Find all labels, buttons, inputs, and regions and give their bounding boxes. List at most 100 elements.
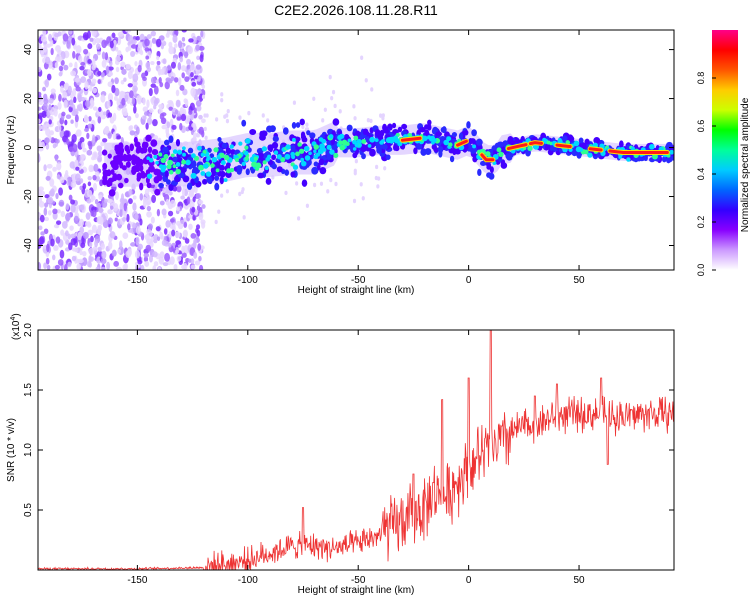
noise-mark [104, 52, 109, 61]
core-mark [313, 144, 320, 150]
ridge-mark [354, 130, 361, 138]
ridge-mark [166, 179, 171, 185]
ridge-mark [142, 146, 148, 154]
noise-mark [83, 55, 88, 65]
noise-mark [112, 131, 117, 140]
noise-mark [86, 132, 90, 140]
noise-mark [162, 58, 167, 65]
noise-mark [101, 51, 106, 60]
core-mark [182, 152, 186, 157]
ridge-mark [162, 146, 169, 154]
noise-mark [153, 85, 159, 95]
faint-mark [217, 209, 221, 214]
faint-mark [238, 115, 242, 120]
noise-mark [96, 202, 101, 209]
spectrogram-marks [38, 30, 674, 270]
core-mark [198, 164, 204, 171]
y-tick-label: 1.0 [23, 443, 34, 457]
core-mark [153, 154, 158, 159]
noise-mark [176, 116, 182, 121]
core-mark [172, 164, 177, 169]
noise-mark [49, 188, 55, 197]
core-mark [210, 163, 215, 168]
noise-mark [162, 188, 166, 194]
noise-mark [80, 76, 87, 83]
ridge-mark [146, 182, 152, 189]
noise-mark [89, 97, 95, 106]
noise-mark [190, 258, 195, 265]
ridge-mark [449, 155, 455, 163]
noise-mark [171, 124, 177, 130]
ridge-mark [269, 125, 276, 133]
core-mark [422, 135, 428, 142]
faint-mark [352, 104, 356, 109]
ridge-mark [290, 144, 296, 152]
faint-mark [331, 89, 336, 95]
core-mark [168, 169, 174, 175]
spectrogram-frame [37, 29, 675, 271]
ridge-mark [561, 135, 568, 143]
faint-mark [364, 78, 368, 83]
noise-mark [74, 247, 79, 253]
ridge-mark [295, 122, 301, 128]
noise-mark [192, 196, 196, 203]
noise-mark [146, 117, 153, 125]
core-mark [304, 155, 311, 161]
noise-mark [176, 206, 181, 212]
noise-mark [181, 72, 185, 79]
noise-mark [193, 132, 197, 140]
ridge-mark [488, 172, 495, 180]
noise-mark [95, 266, 100, 270]
noise-mark [150, 216, 155, 224]
noise-mark [128, 188, 133, 196]
colorbar: 0.0 0.2 0.4 0.6 0.8 Normalized spectral ampl… [696, 30, 750, 276]
noise-mark [115, 55, 121, 62]
noise-mark [79, 226, 85, 235]
noise-mark [173, 263, 178, 270]
noise-mark [88, 255, 92, 264]
noise-mark [53, 108, 58, 117]
noise-mark [96, 145, 103, 152]
noise-mark [172, 34, 178, 43]
core-mark [291, 137, 296, 142]
core-mark [202, 163, 209, 169]
ridge-mark [121, 165, 127, 171]
core-mark [485, 151, 491, 157]
ridge-mark [260, 130, 268, 137]
noise-mark [74, 61, 78, 71]
noise-mark [70, 119, 74, 124]
noise-mark [137, 44, 142, 54]
noise-mark [134, 60, 138, 67]
ridge-mark [362, 128, 369, 136]
noise-mark [80, 242, 86, 249]
core-mark [234, 157, 240, 163]
faint-mark [220, 97, 224, 103]
core-mark [238, 141, 243, 146]
noise-mark [101, 266, 106, 270]
core-mark [292, 164, 299, 170]
core-mark [313, 149, 317, 154]
noise-mark [144, 38, 150, 47]
ridge-mark [309, 132, 316, 139]
core-mark [295, 151, 300, 157]
ridge-mark [382, 144, 388, 150]
hot-ridge [456, 139, 468, 147]
faint-mark [360, 55, 364, 60]
snr-background [38, 330, 674, 570]
hot-ridge [528, 141, 543, 146]
snr-marks [38, 330, 674, 570]
core-mark [339, 133, 345, 139]
noise-mark [186, 58, 191, 66]
faint-mark [353, 116, 357, 121]
noise-mark [178, 40, 183, 49]
noise-mark [133, 105, 137, 114]
noise-mark [116, 266, 122, 270]
faint-mark [370, 87, 374, 92]
ridge-mark [216, 161, 221, 169]
ridge-mark [150, 139, 158, 147]
noise-mark [122, 216, 126, 222]
noise-mark [156, 60, 161, 66]
x-tick-label: 0 [466, 275, 472, 286]
noise-mark [42, 30, 47, 37]
ridge-mark [186, 182, 193, 190]
